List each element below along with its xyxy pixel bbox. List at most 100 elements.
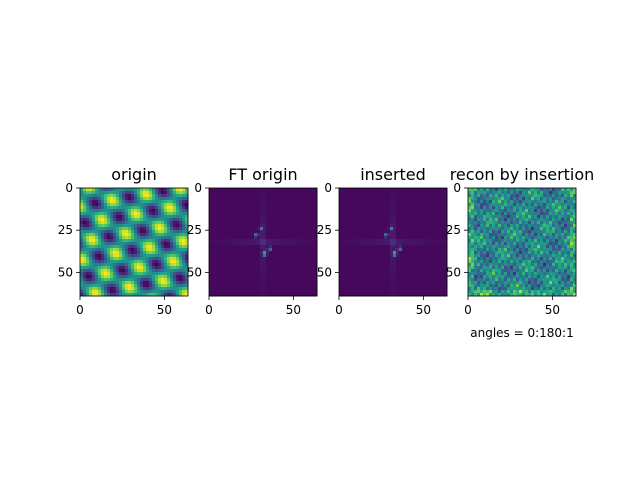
heatmap-cell xyxy=(302,287,306,291)
heatmap-cell xyxy=(438,224,442,228)
heatmap-cell xyxy=(489,212,493,216)
heatmap-cell xyxy=(546,233,550,237)
heatmap-cell xyxy=(411,224,415,228)
heatmap-cell xyxy=(290,233,294,237)
heatmap-cell xyxy=(441,254,445,258)
heatmap-cell xyxy=(426,200,430,204)
heatmap-cell xyxy=(209,203,213,207)
heatmap-cell xyxy=(308,278,312,282)
heatmap-cell xyxy=(378,218,382,222)
heatmap-cell xyxy=(351,257,355,261)
heatmap-cell xyxy=(384,239,388,243)
heatmap-cell xyxy=(182,284,186,288)
heatmap-cell xyxy=(170,236,174,240)
heatmap-cell xyxy=(263,233,267,237)
heatmap-cell xyxy=(339,284,343,288)
heatmap-cell xyxy=(561,200,565,204)
heatmap-cell xyxy=(387,266,391,270)
heatmap-cell xyxy=(149,215,153,219)
heatmap-cell xyxy=(561,224,565,228)
heatmap-cell xyxy=(131,197,135,201)
heatmap-cell xyxy=(537,245,541,249)
heatmap-cell xyxy=(342,290,346,294)
heatmap-cell xyxy=(516,239,520,243)
heatmap-cell xyxy=(483,248,487,252)
heatmap-cell xyxy=(567,257,571,261)
heatmap-cell xyxy=(387,278,391,282)
heatmap-cell xyxy=(212,248,216,252)
heatmap-cell xyxy=(489,194,493,198)
heatmap-cell xyxy=(378,248,382,252)
heatmap-cell xyxy=(552,188,556,192)
heatmap-cell xyxy=(516,263,520,267)
heatmap-cell xyxy=(137,194,141,198)
heatmap-cell xyxy=(342,203,346,207)
heatmap-cell xyxy=(257,281,261,285)
heatmap-cell xyxy=(275,278,279,282)
heatmap-cell xyxy=(567,263,571,267)
heatmap-cell xyxy=(296,266,300,270)
heatmap-cell xyxy=(471,239,475,243)
heatmap-cell xyxy=(212,269,216,273)
heatmap-cell xyxy=(305,227,309,231)
heatmap-cell xyxy=(366,215,370,219)
heatmap-cell xyxy=(348,200,352,204)
heatmap-cell xyxy=(366,203,370,207)
heatmap-cell xyxy=(185,239,189,243)
heatmap-cell xyxy=(489,224,493,228)
heatmap-cell xyxy=(486,239,490,243)
heatmap-cell xyxy=(302,230,306,234)
heatmap-cell xyxy=(98,275,102,279)
heatmap-cell xyxy=(107,275,111,279)
heatmap-cell xyxy=(89,275,93,279)
heatmap-cell xyxy=(504,200,508,204)
heatmap-cell xyxy=(504,230,508,234)
heatmap-cell xyxy=(351,245,355,249)
heatmap-cell xyxy=(218,221,222,225)
heatmap-cell xyxy=(387,191,391,195)
heatmap-cell xyxy=(408,224,412,228)
heatmap-cell xyxy=(483,239,487,243)
heatmap-cell xyxy=(110,197,114,201)
heatmap-cell xyxy=(215,290,219,294)
heatmap-cell xyxy=(357,245,361,249)
heatmap-cell xyxy=(128,260,132,264)
heatmap-cell xyxy=(492,251,496,255)
heatmap-cell xyxy=(480,260,484,264)
heatmap-cell xyxy=(254,281,258,285)
heatmap-cell xyxy=(489,233,493,237)
heatmap-cell xyxy=(414,266,418,270)
heatmap-cell xyxy=(209,191,213,195)
heatmap-cell xyxy=(534,203,538,207)
heatmap-cell xyxy=(98,287,102,291)
heatmap-cell xyxy=(149,266,153,270)
heatmap-cell xyxy=(227,293,231,297)
heatmap-cell xyxy=(348,197,352,201)
heatmap-cell xyxy=(423,194,427,198)
heatmap-cell xyxy=(92,278,96,282)
heatmap-cell xyxy=(236,230,240,234)
heatmap-cell xyxy=(561,215,565,219)
heatmap-cell xyxy=(525,191,529,195)
heatmap-cell xyxy=(525,197,529,201)
heatmap-cell xyxy=(185,224,189,228)
heatmap-cell xyxy=(489,230,493,234)
heatmap-cell xyxy=(128,290,132,294)
heatmap-cell xyxy=(435,206,439,210)
heatmap-cell xyxy=(351,206,355,210)
heatmap-cell xyxy=(98,239,102,243)
heatmap-cell xyxy=(233,269,237,273)
heatmap-cell xyxy=(561,269,565,273)
heatmap-cell xyxy=(369,200,373,204)
heatmap-cell xyxy=(182,263,186,267)
heatmap-cell xyxy=(89,215,93,219)
heatmap-cell xyxy=(474,230,478,234)
heatmap-cell xyxy=(92,272,96,276)
heatmap-cell xyxy=(242,233,246,237)
heatmap-cell xyxy=(357,191,361,195)
heatmap-cell xyxy=(242,275,246,279)
heatmap-cell xyxy=(149,224,153,228)
heatmap-cell xyxy=(155,191,159,195)
heatmap-cell xyxy=(170,194,174,198)
